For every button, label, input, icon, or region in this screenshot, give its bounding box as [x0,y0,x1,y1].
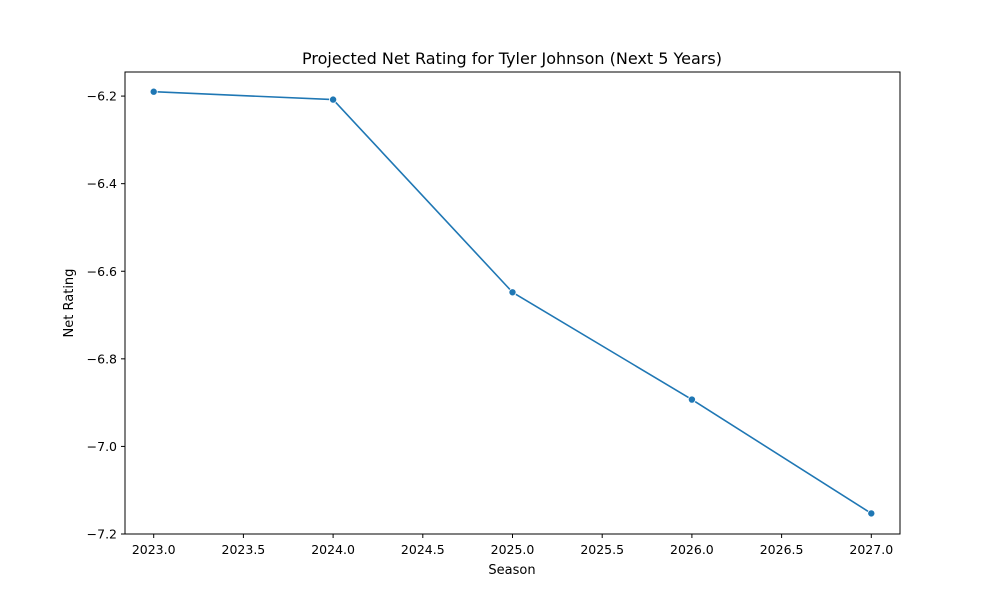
data-point [508,288,517,297]
y-tick-label: −7.2 [87,527,117,542]
y-axis-label: Net Rating [62,269,77,338]
x-tick-label: 2024.0 [311,542,355,557]
y-tick-label: −6.8 [87,351,117,366]
chart-title: Projected Net Rating for Tyler Johnson (… [302,49,722,68]
y-tick-label: −6.4 [87,176,117,191]
x-tick-label: 2025.0 [491,542,535,557]
x-tick-label: 2026.5 [760,542,804,557]
y-tick-label: −6.6 [87,264,117,279]
x-tick-label: 2023.0 [132,542,176,557]
data-point [149,87,158,96]
x-tick-label: 2026.0 [670,542,714,557]
y-tick-label: −6.2 [87,89,117,104]
x-axis-label: Season [488,563,535,578]
data-point [329,95,338,104]
x-axis: 2023.0 2023.5 2024.0 2024.5 2025.0 2025.5 2026… [132,534,893,557]
x-tick-label: 2024.5 [401,542,445,557]
series-layer [149,87,876,518]
plot-area [125,72,900,534]
x-tick-label: 2023.5 [222,542,266,557]
y-axis: −6.2 −6.4 −6.6 −6.8 −7.0 −7.2 [87,89,125,542]
y-tick-label: −7.0 [87,439,117,454]
data-point [687,395,696,404]
x-tick-label: 2027.0 [849,542,893,557]
x-tick-label: 2025.5 [580,542,624,557]
plot-frame [124,71,901,535]
data-point [867,509,876,518]
